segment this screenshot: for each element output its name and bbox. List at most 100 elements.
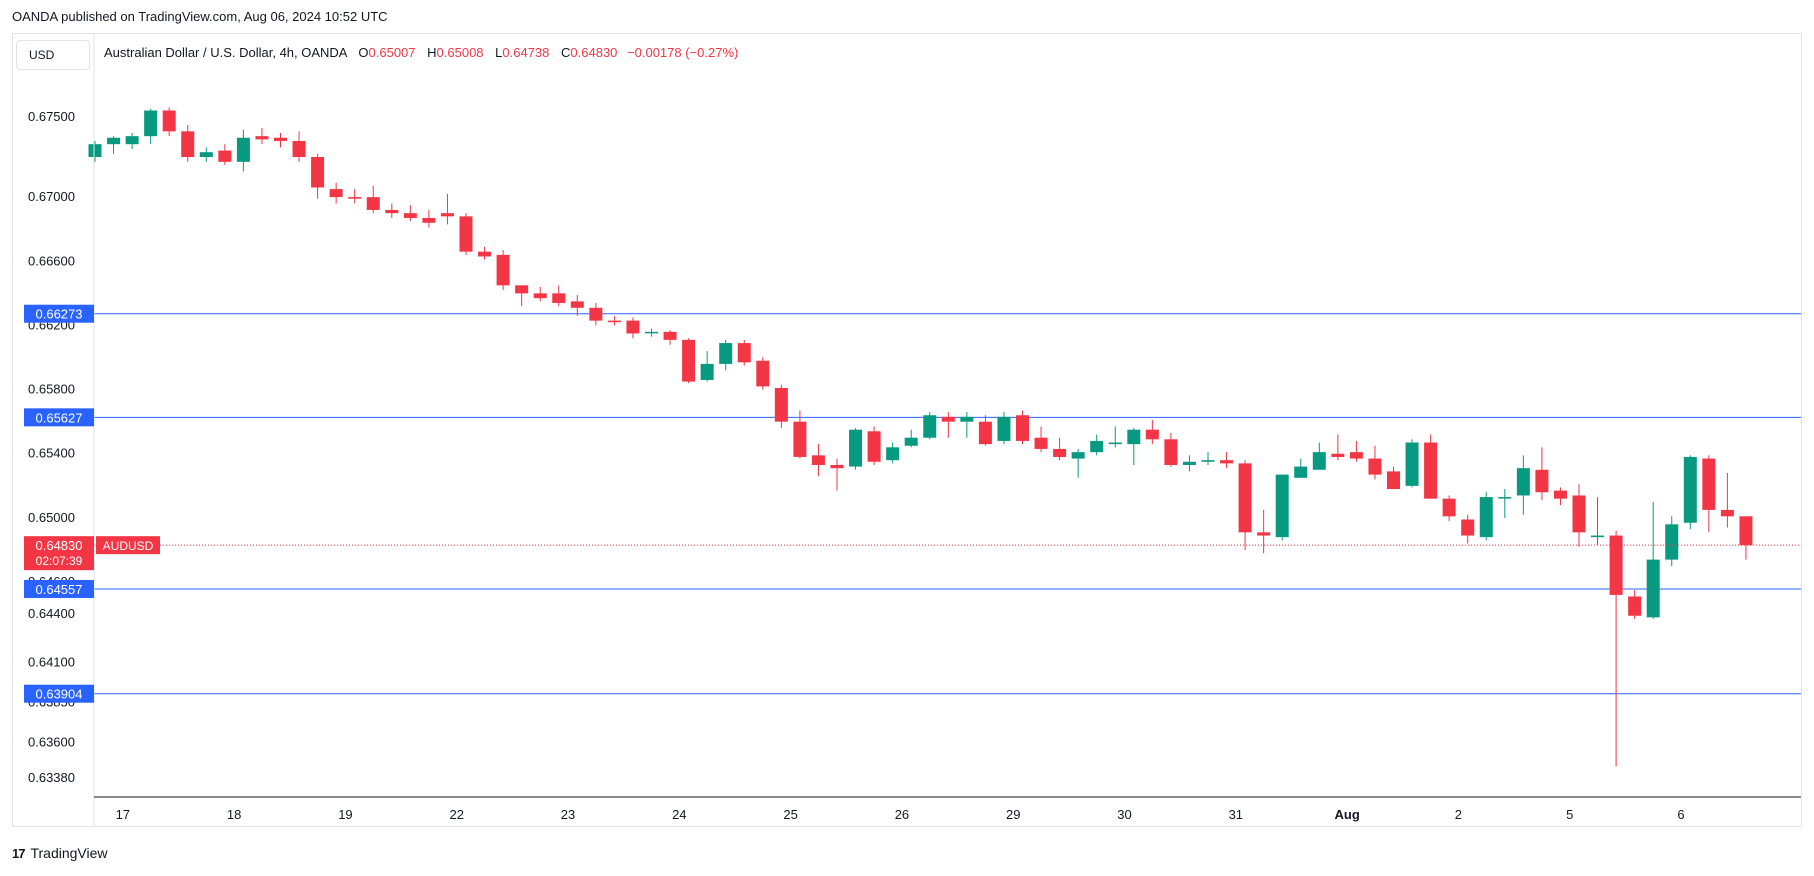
candle-body xyxy=(274,137,287,141)
candle xyxy=(1461,514,1475,544)
currency-button[interactable]: USD xyxy=(16,40,90,70)
candle-body xyxy=(1665,524,1679,560)
candle-body xyxy=(181,131,195,158)
candle-body xyxy=(1461,519,1475,536)
candle-body xyxy=(1090,440,1104,453)
candle xyxy=(218,144,232,166)
time-tick-label: 22 xyxy=(449,807,463,822)
symbol-tag xyxy=(96,536,160,555)
candle xyxy=(329,182,343,204)
close-label: C xyxy=(561,45,571,60)
candle xyxy=(181,124,195,162)
candle-body xyxy=(886,447,900,461)
price-tick-label: 0.63600 xyxy=(28,734,75,749)
candle xyxy=(422,209,436,228)
candle xyxy=(1275,474,1289,541)
candle xyxy=(1516,455,1530,515)
candle xyxy=(923,412,937,440)
candle xyxy=(1665,516,1679,567)
hline-price-label: 0.63904 xyxy=(36,687,83,702)
last-price-label: 0.64830 xyxy=(36,538,83,553)
candle-body xyxy=(496,254,510,286)
candle xyxy=(978,415,992,446)
candle-body xyxy=(774,387,788,422)
candle xyxy=(904,429,918,448)
candle-body xyxy=(978,421,992,445)
candle-body xyxy=(292,140,306,158)
candle xyxy=(941,412,955,438)
candle-body xyxy=(88,144,102,158)
candle-body xyxy=(1127,429,1141,445)
candle-body xyxy=(607,320,621,323)
candle-body xyxy=(570,301,584,308)
symbol-legend: Australian Dollar / U.S. Dollar, 4h, OAN… xyxy=(104,45,738,60)
price-tick-label: 0.67000 xyxy=(28,189,75,204)
candle xyxy=(645,328,658,337)
candle-body xyxy=(1387,471,1400,490)
candle-body xyxy=(1646,559,1660,618)
candle xyxy=(793,410,807,459)
candle xyxy=(756,357,770,390)
candle-body xyxy=(552,293,566,303)
candle-body xyxy=(626,320,640,334)
candle-body xyxy=(107,137,121,145)
candle xyxy=(682,338,696,384)
candle-body xyxy=(162,110,176,132)
candle-body xyxy=(700,363,714,380)
candle-body xyxy=(645,331,658,334)
candle-body xyxy=(849,429,863,467)
candle-body xyxy=(1368,458,1382,475)
candle-body xyxy=(904,437,918,446)
candle-body xyxy=(236,137,250,162)
candle-body xyxy=(1331,453,1345,457)
chart-frame xyxy=(12,33,1802,827)
candle-body xyxy=(1238,463,1252,533)
candle-body xyxy=(1034,437,1048,449)
candle-body xyxy=(440,213,454,217)
time-tick-label: 19 xyxy=(338,807,352,822)
candle xyxy=(292,131,306,162)
candle xyxy=(515,285,529,307)
candle xyxy=(1368,445,1382,480)
last-price-tag xyxy=(24,536,94,571)
candle xyxy=(366,185,380,214)
candle-body xyxy=(1294,466,1308,478)
candle-body xyxy=(1312,452,1326,470)
time-tick-label: 18 xyxy=(227,807,241,822)
candle xyxy=(867,426,881,465)
hline-price-tag xyxy=(24,408,94,427)
price-tick-label: 0.65400 xyxy=(28,446,75,461)
candle xyxy=(311,153,325,199)
price-tick-label: 0.67500 xyxy=(28,109,75,124)
candle xyxy=(1108,426,1122,448)
candle-body xyxy=(478,251,492,257)
candle-body xyxy=(533,293,547,299)
candle xyxy=(997,412,1011,445)
candle xyxy=(496,250,510,291)
price-tick-label: 0.63380 xyxy=(28,770,75,785)
time-tick-label: 23 xyxy=(561,807,575,822)
candle-body xyxy=(1182,461,1196,465)
time-tick-label: 26 xyxy=(895,807,909,822)
candle xyxy=(1127,428,1141,465)
candle xyxy=(1646,501,1660,619)
candle xyxy=(144,108,158,145)
candle-body xyxy=(941,416,955,422)
candle-body xyxy=(960,416,974,422)
candle xyxy=(1572,484,1586,547)
price-tick-label: 0.65000 xyxy=(28,510,75,525)
candle xyxy=(552,285,566,307)
candle xyxy=(1090,434,1104,456)
candle-body xyxy=(1683,456,1697,523)
open-label: O xyxy=(358,45,369,60)
bar-countdown-label: 02:07:39 xyxy=(36,554,83,568)
footer-brand[interactable]: 17 TradingView xyxy=(12,845,108,861)
price-tick-label: 0.66600 xyxy=(28,253,75,268)
candle xyxy=(1535,447,1549,501)
price-tick-label: 0.64400 xyxy=(28,606,75,621)
candle xyxy=(886,442,900,464)
candle xyxy=(403,205,417,222)
candle-body xyxy=(422,217,436,223)
publisher-line: OANDA published on TradingView.com, Aug … xyxy=(12,9,388,24)
